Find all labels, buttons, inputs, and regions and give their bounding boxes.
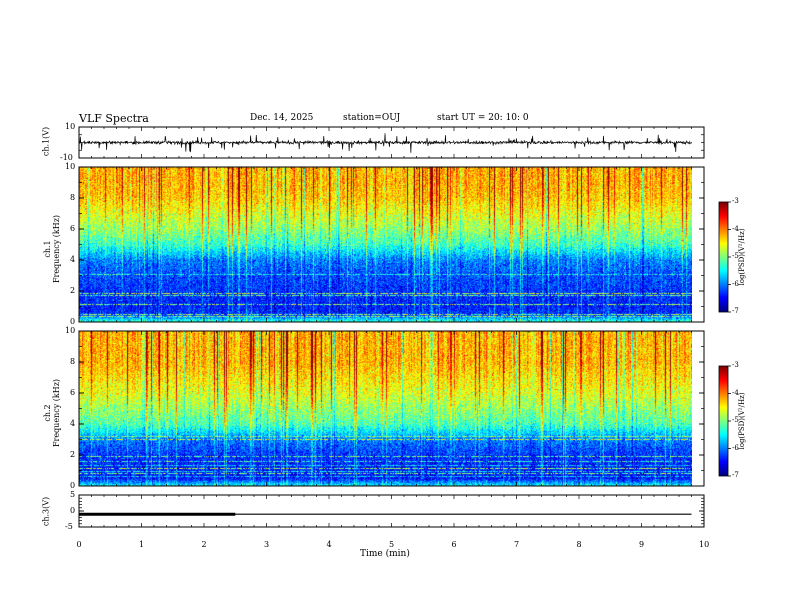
ytick-label-0-1: -10: [60, 153, 73, 162]
ch2-ylabel-line1: ch.2: [43, 404, 52, 422]
ytick-label-3-0: 5: [70, 490, 76, 499]
ytick-label-2-0: 0: [70, 481, 76, 490]
xtick-label-8: 8: [576, 540, 582, 549]
ytick-label-1-4: 8: [70, 193, 76, 202]
station-label: station=OUJ: [343, 113, 401, 123]
ch1-ylabel-line2: Frequency (kHz): [52, 214, 61, 284]
ytick-label-1-3: 6: [70, 224, 76, 233]
colorbar-tick-label-2-0: -3: [732, 361, 739, 369]
colorbar-tick-label-2-4: -7: [732, 471, 739, 479]
colorbar-tick-label-2-1: -4: [732, 388, 739, 397]
ch1-frequency-ylabel: ch.1 Frequency (kHz): [43, 199, 61, 299]
xtick-label-3: 3: [264, 540, 270, 549]
chart-title: VLF Spectra: [79, 112, 149, 125]
ytick-label-2-1: 2: [70, 450, 76, 459]
ytick-label-1-5: 10: [65, 162, 76, 171]
xtick-label-7: 7: [514, 540, 520, 549]
colorbar-tick-label-2-3: -6: [732, 443, 739, 452]
panel-frame-3: [78, 494, 705, 528]
ch2-frequency-ylabel: ch.2 Frequency (kHz): [43, 363, 61, 463]
ytick-label-2-3: 6: [70, 388, 76, 397]
xtick-label-1: 1: [139, 540, 145, 549]
ch3-voltage-ylabel: ch.3(V): [41, 496, 51, 527]
start-time: start UT = 20: 10: 0: [437, 113, 529, 123]
colorbar-tick-label-1-1: -4: [732, 224, 739, 233]
colorbar-tick-label-1-3: -6: [732, 279, 739, 288]
ch1-waveform-line: [78, 133, 692, 153]
ch1-voltage-ylabel: ch.1(V): [41, 126, 51, 157]
xtick-label-0: 0: [76, 540, 82, 549]
xtick-label-10: 10: [699, 540, 710, 549]
colorbar-tick-label-1-0: -3: [732, 197, 739, 205]
ch2-ylabel-line2: Frequency (kHz): [52, 378, 61, 448]
ch2-colorbar-label: log(PSD)(V²/Hz): [738, 392, 746, 450]
ytick-label-0-0: 10: [65, 122, 76, 131]
ch2-colorbar: [719, 366, 728, 476]
chart-date: Dec. 14, 2025: [250, 113, 314, 123]
ytick-label-2-4: 8: [70, 357, 76, 366]
ch2-spectrogram-image: [79, 331, 692, 486]
ytick-label-3-1: 0: [70, 506, 76, 515]
xtick-label-4: 4: [326, 540, 332, 549]
ytick-label-1-0: 0: [70, 317, 76, 326]
ytick-label-1-1: 2: [70, 286, 76, 295]
colorbar-tick-label-1-4: -7: [732, 307, 739, 315]
ytick-label-3-2: -5: [65, 522, 73, 531]
ytick-label-2-2: 4: [70, 419, 76, 428]
x-axis-label: Time (min): [360, 549, 410, 559]
ch1-ylabel-line1: ch.1: [43, 240, 52, 258]
xtick-label-5: 5: [389, 540, 395, 549]
colorbar-tick-label-2-2: -5: [732, 416, 739, 424]
xtick-label-2: 2: [201, 540, 207, 549]
ch1-colorbar-label: log(PSD)(V²/Hz): [738, 228, 746, 286]
ch1-spectrogram-image: [79, 167, 692, 322]
colorbar-tick-label-1-2: -5: [732, 252, 739, 260]
ytick-label-2-5: 10: [65, 326, 76, 335]
ytick-label-1-2: 4: [70, 255, 76, 264]
xtick-label-9: 9: [639, 540, 645, 549]
ch1-colorbar: [719, 202, 728, 312]
xtick-label-6: 6: [451, 540, 457, 549]
